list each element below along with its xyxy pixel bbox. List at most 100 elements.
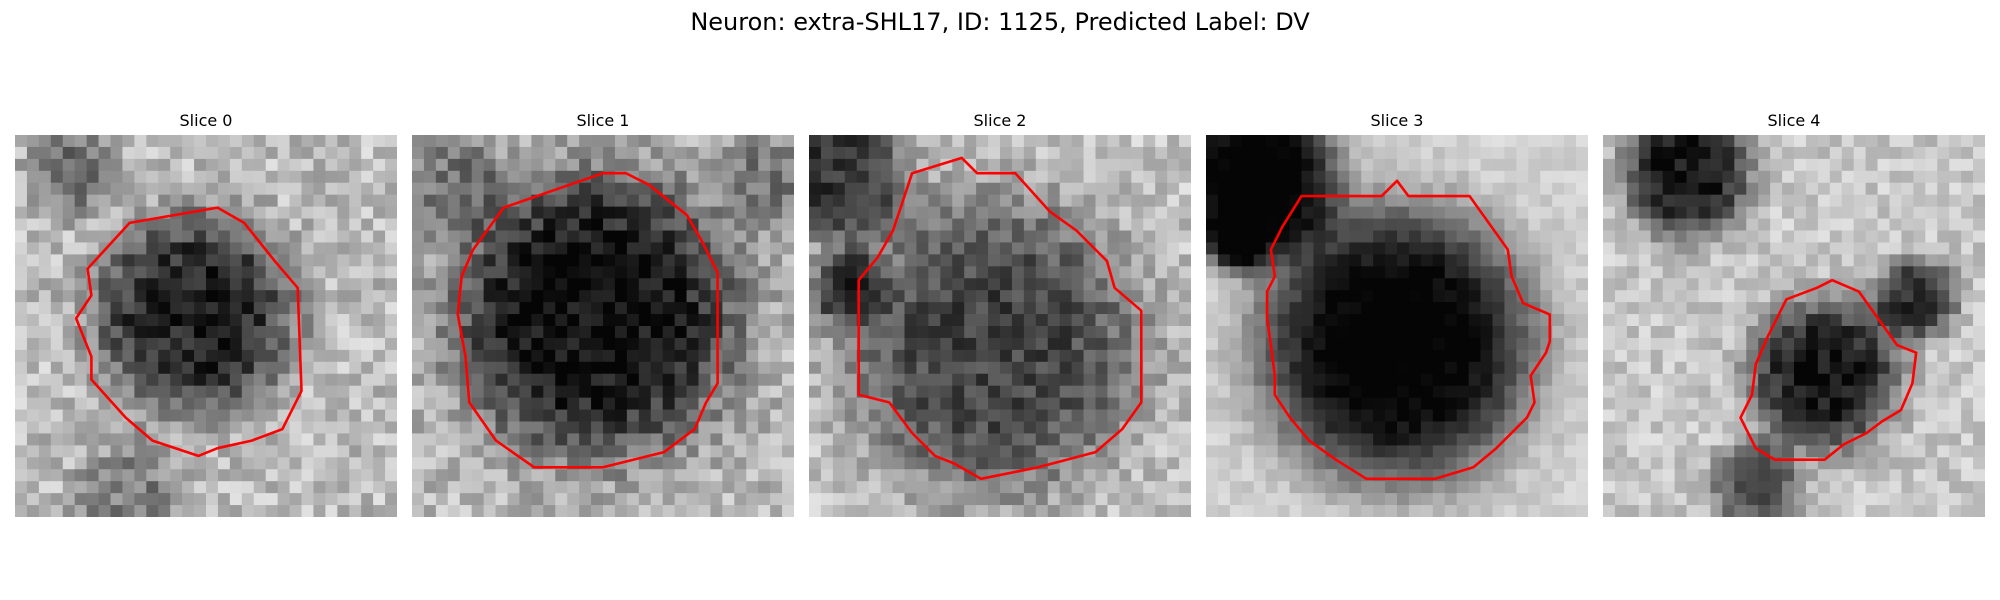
pixel (710, 242, 723, 255)
pixel (1432, 421, 1446, 434)
pixel (626, 278, 640, 291)
pixel (1206, 158, 1219, 172)
pixel (373, 302, 386, 315)
pixel (98, 433, 111, 446)
pixel (1095, 146, 1108, 160)
pixel (15, 505, 28, 517)
pixel (880, 409, 893, 422)
pixel (134, 433, 147, 446)
pixel (86, 158, 99, 172)
pixel (880, 302, 893, 315)
pixel (1289, 457, 1302, 470)
pixel (471, 457, 485, 470)
pixel (361, 433, 374, 446)
pixel (868, 433, 882, 446)
pixel (447, 135, 461, 148)
pixel (1722, 242, 1735, 255)
pixel (1516, 397, 1529, 410)
pixel (1313, 445, 1326, 458)
pixel (1083, 326, 1096, 339)
pixel (182, 158, 195, 172)
pixel (1119, 337, 1132, 351)
pixel (856, 409, 870, 422)
pixel (277, 158, 290, 172)
pixel (1035, 481, 1049, 494)
pixel (1734, 278, 1747, 291)
pixel (459, 158, 473, 172)
pixel (1289, 505, 1302, 517)
pixel (265, 254, 279, 267)
contour-3 (1265, 179, 1552, 481)
pixel (904, 206, 917, 219)
pixel (1564, 326, 1577, 339)
pixel (50, 290, 64, 303)
pixel (1337, 314, 1350, 327)
pixel (1865, 278, 1878, 291)
pixel (301, 421, 314, 434)
pixel (1528, 433, 1541, 446)
pixel (1805, 290, 1819, 303)
pixel (1325, 290, 1338, 303)
pixel (650, 385, 664, 399)
pixel (373, 469, 386, 482)
pixel (1973, 409, 1985, 422)
pixel (1313, 361, 1326, 375)
pixel (435, 361, 449, 375)
pixel (674, 218, 687, 231)
pixel (1901, 302, 1914, 315)
pixel (770, 206, 783, 219)
pixel (1420, 361, 1434, 375)
pixel (206, 361, 219, 375)
pixel (1865, 290, 1878, 303)
pixel (1361, 373, 1374, 387)
pixel (253, 421, 267, 434)
pixel (170, 290, 183, 303)
pixel (373, 349, 386, 363)
pixel (38, 290, 52, 303)
pixel (734, 254, 747, 267)
pixel (1179, 337, 1191, 351)
pixel (1710, 373, 1723, 387)
pixel (1961, 170, 1974, 184)
pixel (1925, 445, 1938, 458)
pixel (1059, 385, 1073, 399)
pixel (1083, 421, 1096, 434)
pixel (1877, 206, 1890, 219)
pixel (1444, 278, 1458, 291)
pixel (1420, 457, 1434, 470)
pixel (507, 457, 520, 470)
pixel (809, 397, 822, 410)
pixel (206, 314, 219, 327)
pixel (194, 194, 207, 208)
pixel (217, 158, 231, 172)
pixel (856, 469, 870, 482)
pixel (746, 337, 759, 351)
pixel (591, 397, 604, 410)
pixel (880, 493, 893, 506)
pixel (1325, 433, 1338, 446)
pixel (289, 135, 302, 148)
pixel (483, 266, 496, 279)
pixel (15, 218, 28, 231)
pixel (952, 254, 965, 267)
pixel (567, 349, 580, 363)
pixel (265, 314, 279, 327)
pixel (1674, 218, 1687, 231)
pixel (447, 170, 461, 184)
pixel (1059, 266, 1073, 279)
pixel (471, 194, 485, 208)
pixel (1901, 314, 1914, 327)
pixel (1841, 230, 1855, 243)
pixel (385, 254, 397, 267)
pixel (1516, 242, 1529, 255)
pixel (638, 314, 652, 327)
pixel (1686, 135, 1699, 148)
pixel (1229, 206, 1243, 219)
pixel (483, 254, 496, 267)
pixel (1516, 278, 1529, 291)
pixel (74, 361, 88, 375)
pixel (1614, 218, 1628, 231)
pixel (940, 135, 953, 148)
pixel (1397, 218, 1410, 231)
pixel (1107, 469, 1120, 482)
